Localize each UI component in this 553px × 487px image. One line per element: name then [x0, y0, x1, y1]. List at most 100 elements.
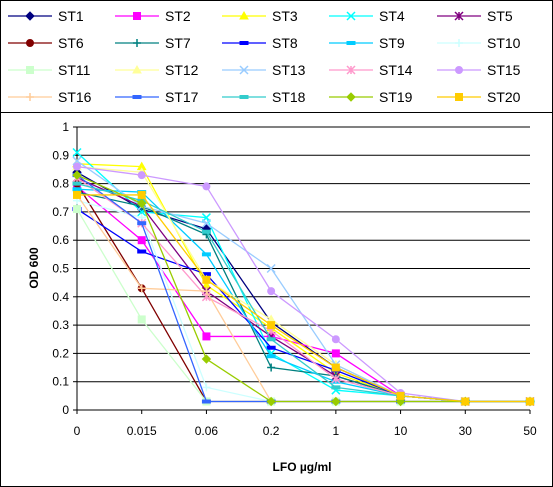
legend-marker: [133, 12, 141, 20]
legend-marker: [239, 95, 249, 99]
data-point: [137, 315, 146, 324]
y-tick-label: 0.6: [52, 233, 69, 247]
data-point: [331, 385, 341, 390]
legend-item: ST4: [329, 8, 405, 24]
legend-marker: [25, 11, 35, 21]
x-tick-label: 0.06: [195, 424, 219, 438]
data-point: [137, 198, 147, 209]
legend-marker: [133, 39, 141, 47]
legend-label: ST3: [272, 8, 298, 24]
series-st20: [73, 190, 534, 406]
y-tick-label: 0.7: [52, 205, 69, 219]
data-point: [331, 349, 340, 358]
y-tick-label: 0.5: [52, 262, 69, 276]
legend-label: ST11: [58, 62, 91, 78]
legend-marker: [26, 93, 34, 101]
data-point: [137, 190, 146, 199]
legend-label: ST7: [165, 35, 191, 51]
legend-marker: [346, 11, 356, 21]
legend-item: ST10: [437, 35, 521, 51]
legend-item: ST1: [8, 8, 84, 24]
data-point: [202, 287, 211, 296]
data-point: [201, 399, 211, 404]
legend-item: ST19: [329, 89, 413, 105]
data-point: [331, 396, 341, 407]
legend-marker: [455, 39, 463, 47]
data-point: [202, 182, 211, 191]
legend-marker: [346, 41, 356, 45]
data-point: [72, 187, 82, 192]
legend-item: ST2: [115, 8, 191, 24]
x-axis-title: LFO µg/ml: [273, 460, 332, 474]
legend-item: ST9: [329, 35, 405, 51]
y-tick-label: 0.8: [52, 177, 69, 191]
legend: ST1 ST2 ST3 ST4 ST5 ST6 ST7 ST8 ST9 ST10 ST11 ST12 S…: [8, 8, 521, 105]
tick-labels: 00.10.20.30.40.50.60.70.80.910 0.015 0.06 0…: [52, 120, 537, 438]
x-tick-label: 0.015: [127, 424, 157, 438]
legend-label: ST16: [58, 89, 92, 105]
data-point: [72, 147, 82, 158]
data-point: [396, 391, 405, 400]
legend-marker: [455, 66, 463, 74]
gridlines: [77, 126, 530, 383]
legend-label: ST18: [272, 89, 306, 105]
legend-item: ST7: [115, 35, 191, 51]
legend-label: ST6: [58, 35, 84, 51]
legend-label: ST9: [379, 35, 405, 51]
legend-marker: [26, 39, 34, 47]
series-line: [76, 174, 530, 403]
data-point: [266, 263, 276, 274]
legend-marker: [239, 65, 249, 75]
legend-item: ST13: [222, 62, 306, 78]
data-point: [266, 396, 276, 407]
legend-item: ST17: [115, 89, 199, 105]
legend-label: ST17: [165, 89, 199, 105]
data-point: [137, 236, 146, 245]
data-point: [73, 205, 81, 214]
legend-item: ST12: [115, 62, 199, 78]
data-point: [202, 332, 211, 341]
legend-label: ST10: [487, 35, 521, 51]
x-tick-label: 1: [333, 424, 340, 438]
legend-item: ST11: [8, 62, 91, 78]
legend-label: ST4: [379, 8, 405, 24]
data-point: [201, 229, 211, 234]
legend-marker: [26, 66, 34, 74]
data-point: [72, 170, 82, 180]
data-point: [331, 335, 340, 344]
data-point: [73, 162, 81, 171]
legend-label: ST5: [487, 8, 513, 24]
data-point: [461, 397, 470, 406]
y-tick-label: 1: [62, 120, 69, 134]
data-point: [137, 284, 146, 293]
legend-label: ST12: [165, 62, 199, 78]
data-point: [266, 345, 276, 350]
data-point: [202, 383, 211, 392]
legend-item: ST6: [8, 35, 84, 51]
data-point: [331, 363, 340, 372]
legend-label: ST20: [487, 89, 521, 105]
x-tick-label: 30: [459, 424, 473, 438]
x-tick-label: 0: [74, 424, 81, 438]
data-point: [266, 354, 276, 359]
legend-marker: [454, 11, 464, 21]
data-point: [267, 363, 276, 372]
data-point: [331, 374, 341, 384]
data-point: [201, 354, 212, 364]
x-tick-label: 0.2: [263, 424, 280, 438]
legend-marker: [132, 64, 142, 74]
data-point: [137, 221, 147, 226]
x-tick-label: 50: [523, 424, 537, 438]
data-point: [72, 156, 82, 166]
legend-label: ST8: [272, 35, 298, 51]
data-point: [267, 321, 276, 330]
legend-label: ST13: [272, 62, 306, 78]
data-point: [137, 171, 146, 180]
y-tick-label: 0: [62, 403, 69, 417]
legend-marker: [455, 93, 463, 101]
legend-label: ST2: [165, 8, 191, 24]
data-point: [201, 218, 211, 228]
legend-label: ST1: [58, 8, 84, 24]
